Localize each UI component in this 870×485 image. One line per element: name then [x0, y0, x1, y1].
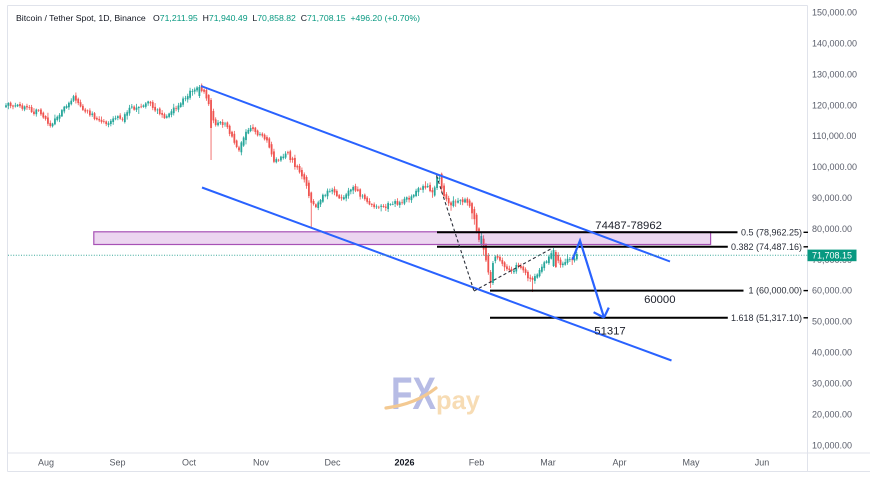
svg-text:0.5 (78,962.25): 0.5 (78,962.25): [741, 227, 802, 237]
svg-text:74487-78962: 74487-78962: [595, 220, 662, 232]
svg-text:50,000.00: 50,000.00: [812, 317, 852, 327]
svg-text:Bitcoin / Tether Spot, 1D, Bin: Bitcoin / Tether Spot, 1D, Binance O71,2…: [16, 13, 420, 23]
svg-text:71,708.15: 71,708.15: [812, 250, 852, 260]
svg-text:Feb: Feb: [469, 458, 485, 468]
svg-text:40,000.00: 40,000.00: [812, 348, 852, 358]
svg-text:30,000.00: 30,000.00: [812, 379, 852, 389]
svg-text:Dec: Dec: [324, 458, 341, 468]
svg-text:51317: 51317: [594, 326, 625, 338]
svg-text:110,000.00: 110,000.00: [812, 131, 856, 141]
svg-text:May: May: [682, 458, 700, 468]
svg-text:20,000.00: 20,000.00: [812, 409, 852, 419]
svg-text:2026: 2026: [394, 458, 414, 468]
svg-text:Oct: Oct: [182, 458, 197, 468]
svg-text:130,000.00: 130,000.00: [812, 69, 857, 79]
svg-text:90,000.00: 90,000.00: [812, 193, 852, 203]
svg-text:Sep: Sep: [109, 458, 125, 468]
svg-text:1.618 (51,317.10): 1.618 (51,317.10): [731, 313, 802, 323]
svg-text:140,000.00: 140,000.00: [812, 38, 857, 48]
svg-text:Mar: Mar: [540, 458, 556, 468]
svg-text:Nov: Nov: [253, 458, 270, 468]
svg-text:1 (60,000.00): 1 (60,000.00): [748, 286, 802, 296]
svg-text:80,000.00: 80,000.00: [812, 224, 852, 234]
svg-text:60000: 60000: [644, 294, 675, 306]
svg-text:Jun: Jun: [755, 458, 770, 468]
svg-text:10,000.00: 10,000.00: [812, 440, 852, 450]
svg-text:150,000.00: 150,000.00: [812, 8, 857, 18]
svg-text:100,000.00: 100,000.00: [812, 162, 857, 172]
svg-text:Apr: Apr: [612, 458, 626, 468]
svg-text:pay: pay: [436, 385, 481, 415]
svg-text:120,000.00: 120,000.00: [812, 100, 857, 110]
svg-text:0.382 (74,487.16): 0.382 (74,487.16): [731, 242, 802, 252]
svg-text:60,000.00: 60,000.00: [812, 286, 852, 296]
svg-text:Aug: Aug: [38, 458, 54, 468]
